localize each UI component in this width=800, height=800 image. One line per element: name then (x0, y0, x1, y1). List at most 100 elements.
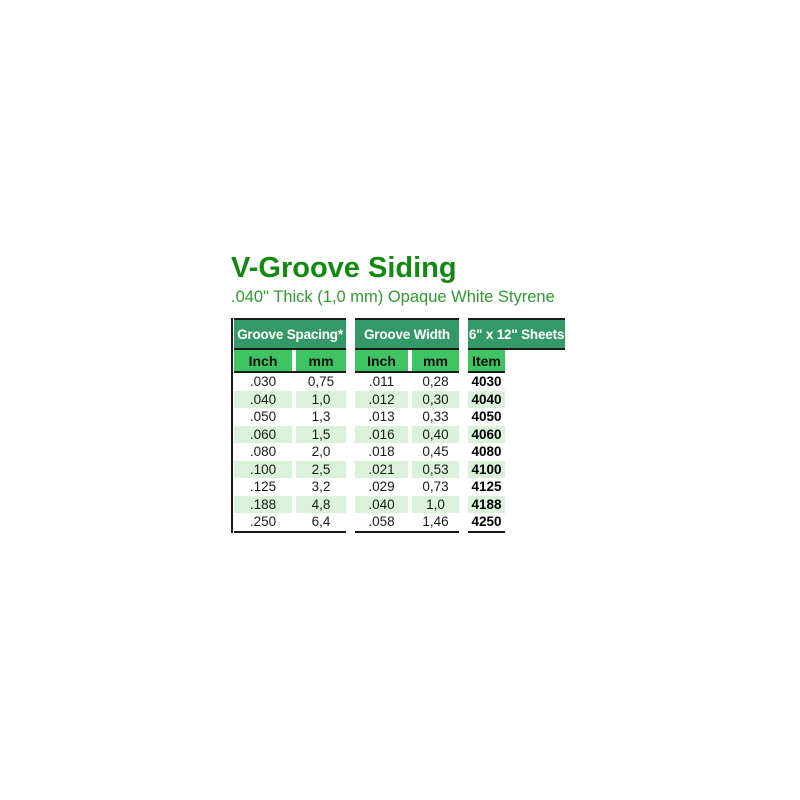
table-row: .080 2,0 (234, 443, 346, 461)
item-number-cell: 4080 (468, 443, 505, 461)
value-cell: 6,4 (296, 513, 346, 533)
value-cell: .040 (355, 495, 408, 513)
table-row: 4100 (468, 460, 565, 478)
page-title: V-Groove Siding (231, 252, 457, 284)
cell-gap (292, 425, 296, 443)
cell-gap (292, 495, 296, 513)
table-row: .012 0,30 (355, 390, 459, 408)
table-row: .125 3,2 (234, 478, 346, 496)
cell-gap (408, 478, 412, 496)
table-row: .040 1,0 (234, 390, 346, 408)
table-row: .058 1,46 (355, 513, 459, 533)
value-cell: .188 (234, 495, 292, 513)
cell-gap (408, 390, 412, 408)
row-extension-spacer (505, 478, 565, 496)
column-header-width-inch: Inch (355, 349, 408, 373)
page-subtitle: .040" Thick (1,0 mm) Opaque White Styren… (231, 288, 555, 306)
table-row: .060 1,5 (234, 425, 346, 443)
table-row: .250 6,4 (234, 513, 346, 533)
table-row: .013 0,33 (355, 408, 459, 426)
group-table-groove-width: Groove Width Inch mm .011 0,28.012 0,30.01… (355, 318, 459, 533)
value-cell: .029 (355, 478, 408, 496)
item-number-cell: 4188 (468, 495, 505, 513)
value-cell: 0,53 (412, 460, 459, 478)
table-row: .029 0,73 (355, 478, 459, 496)
value-cell: 1,46 (412, 513, 459, 533)
cell-gap (292, 408, 296, 426)
value-cell: .030 (234, 372, 292, 391)
value-cell: .250 (234, 513, 292, 533)
group-body-sheets: 4030 4040 4050 4060 4080 4100 4125 4188 4250 (468, 372, 565, 533)
group-body-groove-spacing: .030 0,75.040 1,0.050 1,3.060 1,5.080 2,0.100… (234, 372, 346, 533)
value-cell: 1,3 (296, 408, 346, 426)
column-header-spacing-inch: Inch (234, 349, 292, 373)
value-cell: 3,2 (296, 478, 346, 496)
group-header-groove-spacing: Groove Spacing* (234, 318, 346, 350)
group-header-sheets: 6" x 12" Sheets (468, 318, 565, 350)
item-number-cell: 4060 (468, 425, 505, 443)
cell-gap (408, 425, 412, 443)
value-cell: .125 (234, 478, 292, 496)
value-cell: 0,30 (412, 390, 459, 408)
value-cell: .058 (355, 513, 408, 533)
value-cell: .016 (355, 425, 408, 443)
cell-gap (292, 372, 296, 391)
column-header-width-mm: mm (412, 349, 459, 373)
value-cell: 0,28 (412, 372, 459, 391)
table-row: .100 2,5 (234, 460, 346, 478)
value-cell: .013 (355, 408, 408, 426)
table-row: .018 0,45 (355, 443, 459, 461)
header-extension-spacer (505, 349, 565, 372)
row-extension-spacer (505, 460, 565, 478)
row-extension-spacer (505, 513, 565, 532)
table-row: .016 0,40 (355, 425, 459, 443)
value-cell: 0,73 (412, 478, 459, 496)
table-row: .188 4,8 (234, 495, 346, 513)
cell-gap (292, 443, 296, 461)
item-number-cell: 4250 (468, 513, 505, 533)
table-row: .011 0,28 (355, 372, 459, 391)
value-cell: .080 (234, 443, 292, 461)
table-row: 4080 (468, 443, 565, 461)
value-cell: .018 (355, 443, 408, 461)
table-row: .040 1,0 (355, 495, 459, 513)
value-cell: 1,0 (412, 495, 459, 513)
value-cell: 0,45 (412, 443, 459, 461)
table-row: 4188 (468, 495, 565, 513)
table-row: 4125 (468, 478, 565, 496)
cell-gap (292, 460, 296, 478)
value-cell: .060 (234, 425, 292, 443)
item-number-cell: 4040 (468, 390, 505, 408)
group-header-groove-width: Groove Width (355, 318, 459, 350)
table-row: .030 0,75 (234, 372, 346, 391)
table-row: .050 1,3 (234, 408, 346, 426)
table-row: 4250 (468, 513, 565, 533)
cell-gap (292, 513, 296, 533)
value-cell: .012 (355, 390, 408, 408)
product-spec-section: V-Groove Siding .040" Thick (1,0 mm) Opa… (231, 253, 565, 533)
column-header-spacing-mm: mm (296, 349, 346, 373)
cell-gap (292, 478, 296, 496)
column-header-item: Item (468, 349, 505, 373)
value-cell: .100 (234, 460, 292, 478)
item-number-cell: 4050 (468, 408, 505, 426)
item-number-cell: 4100 (468, 460, 505, 478)
value-cell: 1,0 (296, 390, 346, 408)
table-row: .021 0,53 (355, 460, 459, 478)
cell-gap (408, 408, 412, 426)
value-cell: 4,8 (296, 495, 346, 513)
value-cell: 0,33 (412, 408, 459, 426)
cell-gap (408, 460, 412, 478)
value-cell: .050 (234, 408, 292, 426)
table-row: 4050 (468, 408, 565, 426)
row-extension-spacer (505, 372, 565, 391)
row-extension-spacer (505, 495, 565, 513)
value-cell: 2,5 (296, 460, 346, 478)
value-cell: 0,40 (412, 425, 459, 443)
value-cell: .011 (355, 372, 408, 391)
value-cell: .040 (234, 390, 292, 408)
cell-gap (408, 513, 412, 533)
value-cell: 1,5 (296, 425, 346, 443)
row-extension-spacer (505, 408, 565, 426)
spec-table: Groove Spacing* Inch mm .030 0,75.040 1,0.… (231, 318, 565, 533)
